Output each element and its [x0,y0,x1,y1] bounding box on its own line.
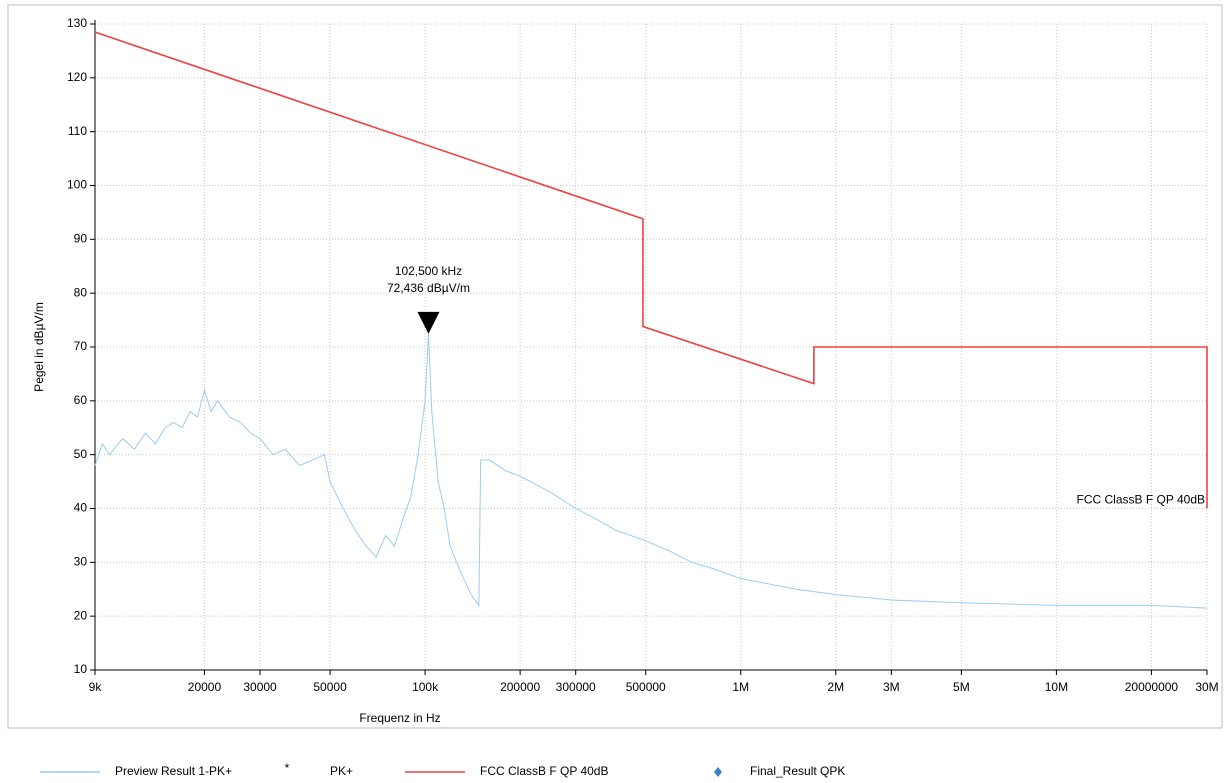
marker-label: 72,436 dBµV/m [387,281,470,295]
series-line [94,31,1208,509]
y-tick-label: 10 [74,662,88,676]
x-tick-label: 2M [827,680,844,694]
y-tick-label: 90 [74,232,88,246]
y-tick-label: 30 [74,555,88,569]
legend-label: FCC ClassB F QP 40dB [480,764,608,778]
x-tick-label: 5M [953,680,970,694]
legend-swatch: * [285,761,290,775]
x-tick-label: 100k [412,680,439,694]
legend-label: PK+ [330,764,353,778]
y-tick-label: 120 [67,70,87,84]
x-tick-label: 20000 [188,680,222,694]
x-tick-label: 9k [89,680,103,694]
y-tick-label: 20 [74,608,88,622]
x-tick-label: 30000 [243,680,277,694]
y-tick-label: 40 [74,501,88,515]
legend-swatch [714,767,722,777]
series-line [94,334,1208,609]
marker-label: 102,500 kHz [395,264,462,278]
frame [7,4,1223,729]
y-tick-label: 80 [74,285,88,299]
y-axis-label: Pegel in dBµV/m [32,302,46,392]
x-axis-label: Frequenz in Hz [359,711,440,725]
x-tick-label: 30M [1195,680,1218,694]
x-tick-label: 50000 [313,680,347,694]
x-tick-label: 20000000 [1125,680,1179,694]
limit-label: FCC ClassB F QP 40dB [1077,493,1205,507]
y-tick-label: 110 [68,124,87,138]
peak-marker [417,311,440,334]
y-tick-label: 70 [74,339,88,353]
y-tick-label: 60 [74,393,88,407]
x-tick-label: 300000 [556,680,596,694]
x-tick-label: 3M [883,680,900,694]
y-tick-label: 100 [67,178,87,192]
legend-label: Final_Result QPK [750,764,845,778]
y-tick-label: 50 [74,447,88,461]
legend-label: Preview Result 1-PK+ [115,764,232,778]
x-tick-label: 10M [1045,680,1068,694]
x-tick-label: 500000 [626,680,666,694]
y-tick-label: 130 [67,16,87,30]
x-tick-label: 200000 [500,680,540,694]
x-tick-label: 1M [732,680,749,694]
